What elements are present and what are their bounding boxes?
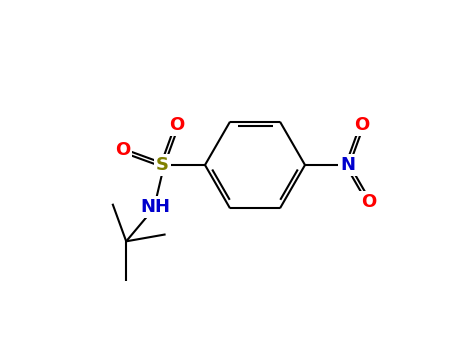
Text: O: O: [354, 116, 369, 134]
Text: N: N: [340, 156, 355, 174]
Text: O: O: [169, 116, 185, 134]
Text: NH: NH: [140, 198, 170, 216]
Text: S: S: [156, 156, 169, 174]
Text: O: O: [361, 193, 376, 211]
Text: O: O: [115, 141, 130, 160]
